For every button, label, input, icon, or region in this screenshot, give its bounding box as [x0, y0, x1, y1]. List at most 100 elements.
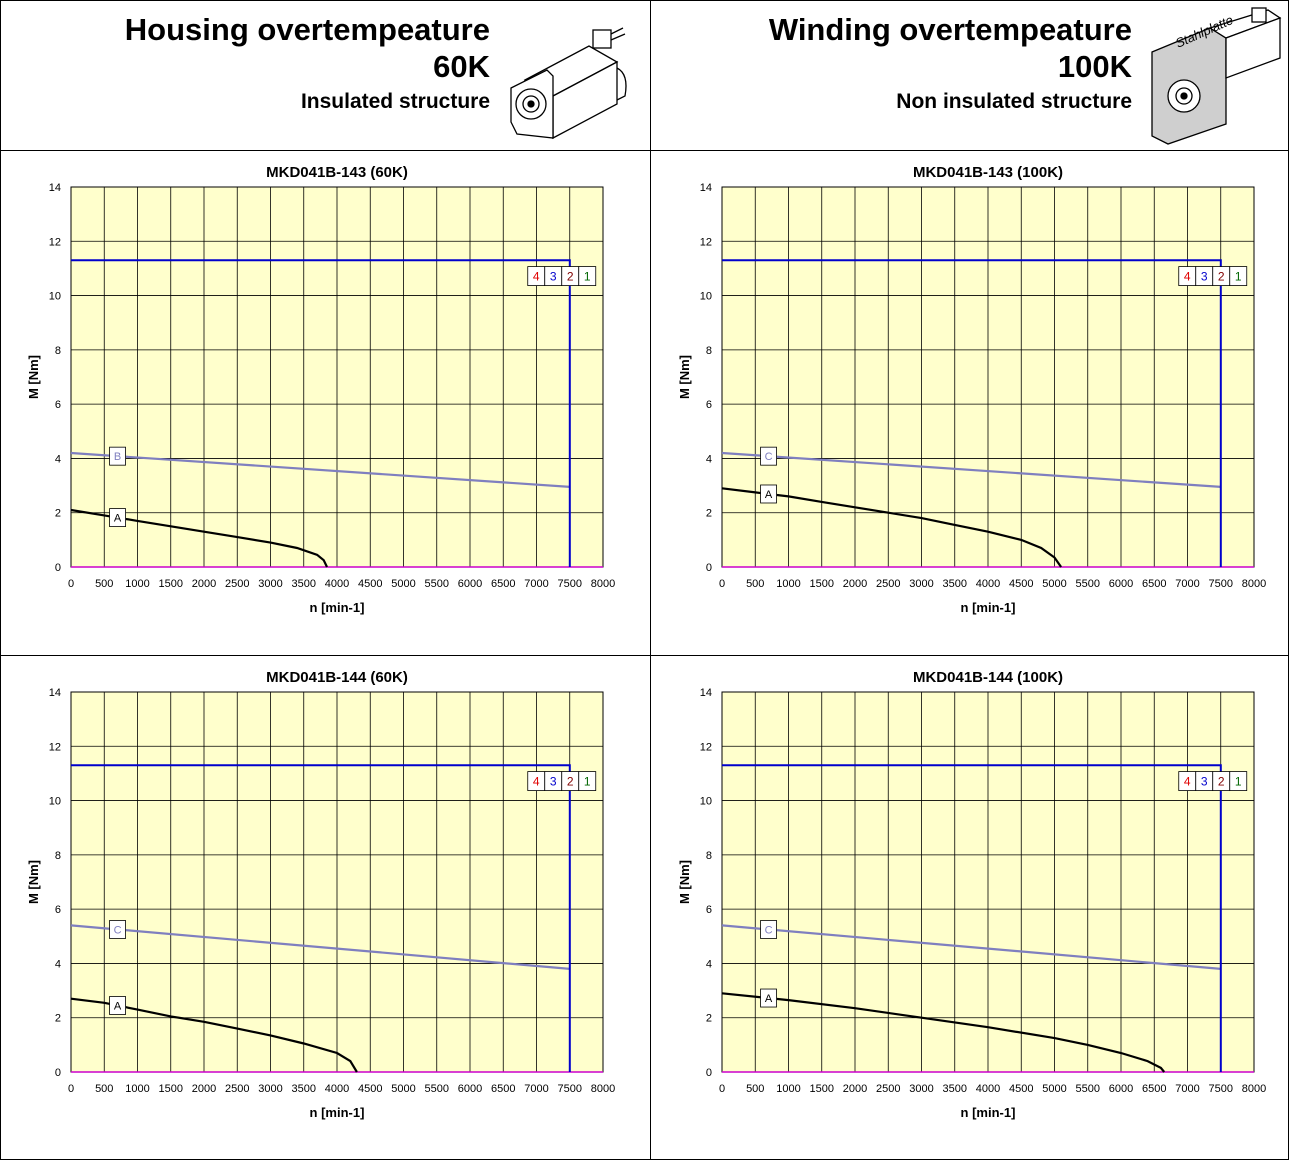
x-axis-label: n [min-1] [310, 600, 365, 615]
x-tick-label: 2000 [192, 578, 216, 590]
series-limit-line [71, 764, 571, 1072]
x-tick-label: 6000 [1109, 1083, 1133, 1095]
y-tick-label: 0 [55, 1067, 61, 1079]
y-tick-label: 12 [49, 236, 61, 248]
svg-text:4: 4 [1184, 775, 1191, 789]
svg-text:A: A [114, 1001, 122, 1013]
svg-text:2: 2 [567, 775, 574, 789]
svg-text:C: C [765, 451, 773, 463]
x-tick-label: 2500 [225, 578, 249, 590]
svg-text:1: 1 [1235, 270, 1242, 284]
x-tick-label: 3000 [909, 1083, 933, 1095]
servo-motor-on-steel-plate-icon: Stahlplatte [1151, 7, 1282, 145]
svg-text:B: B [114, 451, 121, 463]
x-tick-label: 4500 [1009, 1083, 1033, 1095]
x-tick-label: 3000 [258, 1083, 282, 1095]
x-tick-label: 0 [719, 578, 725, 590]
x-tick-label: 2000 [192, 1083, 216, 1095]
header-title: Winding overtempeature [768, 12, 1132, 47]
curve-label-c: C [760, 920, 777, 939]
legend-entry-1: 1 [1229, 771, 1248, 791]
svg-text:4: 4 [533, 270, 540, 284]
x-tick-label: 6000 [458, 578, 482, 590]
y-tick-label: 4 [706, 453, 712, 465]
y-tick-label: 14 [700, 687, 712, 699]
x-tick-label: 6000 [1109, 578, 1133, 590]
y-tick-label: 14 [700, 182, 712, 194]
x-tick-label: 1000 [776, 578, 800, 590]
y-tick-label: 8 [706, 850, 712, 862]
x-tick-label: 8000 [1242, 1083, 1266, 1095]
y-axis-label: M [Nm] [26, 860, 41, 904]
y-tick-label: 6 [706, 904, 712, 916]
y-tick-label: 10 [49, 796, 61, 808]
chart-title: MKD041B-143 (60K) [266, 164, 408, 181]
svg-text:C: C [765, 924, 773, 936]
svg-text:2: 2 [567, 270, 574, 284]
header-left: Housing overtempeature 60K Insulated str… [0, 0, 650, 150]
x-tick-label: 0 [68, 578, 74, 590]
legend-entry-3: 3 [1195, 771, 1214, 791]
x-tick-label: 8000 [1242, 578, 1266, 590]
y-tick-label: 10 [700, 291, 712, 303]
legend-entry-4: 4 [1178, 771, 1197, 791]
x-tick-label: 500 [746, 578, 764, 590]
curve-label-c: C [109, 920, 126, 939]
x-tick-label: 6500 [491, 1083, 515, 1095]
x-tick-label: 2500 [876, 578, 900, 590]
x-tick-label: 7500 [558, 1083, 582, 1095]
curve-label-a: A [109, 508, 126, 528]
legend-entry-1: 1 [578, 266, 597, 286]
x-tick-label: 500 [95, 578, 113, 590]
chart-title: MKD041B-143 (100K) [913, 164, 1063, 181]
curve-label-c: C [760, 446, 777, 466]
x-tick-label: 4000 [325, 578, 349, 590]
series-limit-line [722, 764, 1222, 1072]
x-tick-label: 6000 [458, 1083, 482, 1095]
x-tick-label: 5000 [1042, 1083, 1066, 1095]
svg-text:2: 2 [1218, 775, 1225, 789]
x-tick-label: 7500 [1209, 1083, 1233, 1095]
x-tick-label: 5500 [425, 1083, 449, 1095]
svg-text:3: 3 [550, 270, 557, 284]
svg-text:4: 4 [1184, 270, 1191, 284]
x-tick-label: 4500 [358, 578, 382, 590]
x-tick-label: 2500 [225, 1083, 249, 1095]
x-tick-label: 8000 [591, 1083, 615, 1095]
svg-text:A: A [765, 993, 773, 1005]
x-tick-label: 4000 [976, 1083, 1000, 1095]
x-tick-label: 7500 [1209, 578, 1233, 590]
y-tick-label: 0 [55, 562, 61, 574]
x-tick-label: 3000 [909, 578, 933, 590]
series-line-c [721, 924, 1221, 970]
y-axis-label: M [Nm] [26, 355, 41, 399]
series-line-a [70, 508, 328, 568]
y-tick-label: 0 [706, 1067, 712, 1079]
legend-entry-4: 4 [527, 771, 546, 791]
x-tick-label: 6500 [491, 578, 515, 590]
x-tick-label: 5000 [391, 1083, 415, 1095]
x-tick-label: 3500 [943, 578, 967, 590]
chart-mkd041b-143-100k: MKD041B-143 (100K) 0 500 1000 1500 2000 2500 30… [651, 151, 1289, 655]
y-tick-label: 8 [55, 850, 61, 862]
y-tick-label: 12 [700, 741, 712, 753]
y-tick-label: 8 [706, 345, 712, 357]
svg-text:1: 1 [584, 775, 591, 789]
curve-label-a: A [109, 996, 126, 1015]
curve-label-a: A [760, 484, 777, 504]
legend-entry-2: 2 [561, 771, 580, 791]
chart-mkd041b-144-100k: MKD041B-144 (100K) 0 500 1000 1500 2000 2500 30… [651, 656, 1289, 1160]
series-line-c [70, 924, 570, 970]
x-tick-label: 3500 [292, 578, 316, 590]
legend-entry-4: 4 [1178, 266, 1197, 286]
svg-text:3: 3 [550, 775, 557, 789]
header-title: Housing overtempeature [124, 12, 490, 47]
x-tick-label: 1000 [125, 578, 149, 590]
svg-text:1: 1 [1235, 775, 1242, 789]
x-tick-label: 0 [68, 1083, 74, 1095]
x-tick-label: 4500 [358, 1083, 382, 1095]
legend-entry-2: 2 [1212, 266, 1231, 286]
series-line-a [721, 487, 1063, 568]
svg-text:2: 2 [1218, 270, 1225, 284]
x-tick-label: 5000 [391, 578, 415, 590]
